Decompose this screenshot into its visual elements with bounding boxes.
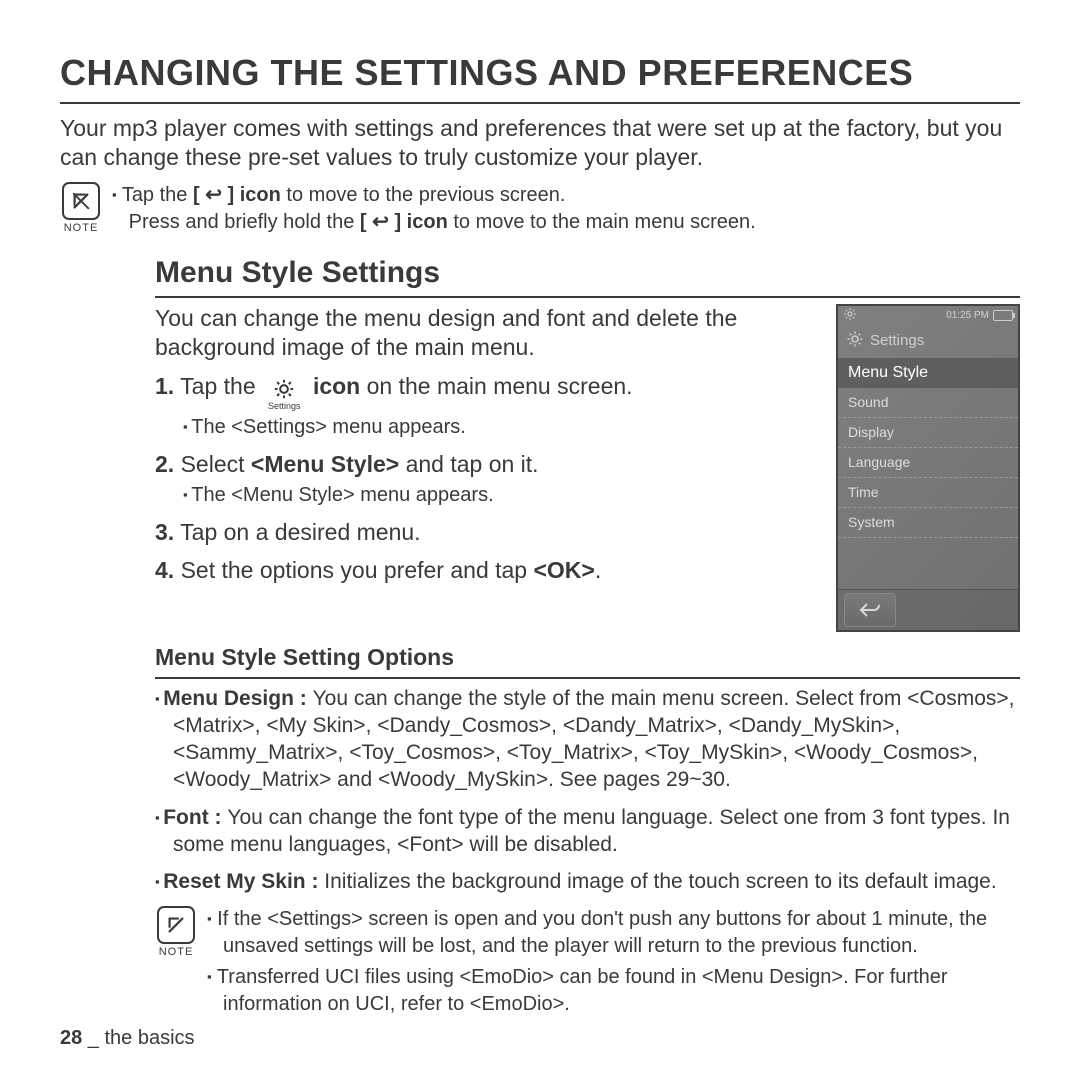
page-footer: 28 _ the basics — [60, 1027, 195, 1050]
note-block-2: NOTE ▪ If the <Settings> screen is open … — [155, 906, 1020, 1018]
step-1: 1. Tap the Settings icon on the main men… — [155, 371, 822, 441]
opt2-label: Font : — [163, 806, 227, 829]
step2-bold: <Menu Style> — [251, 451, 399, 477]
opt2-text: You can change the font type of the menu… — [173, 806, 1010, 856]
step-3: 3. Tap on a desired menu. — [155, 517, 822, 548]
device-item-display[interactable]: Display — [838, 418, 1018, 448]
step2-sub: The <Menu Style> menu appears. — [183, 482, 822, 509]
gear-icon-label: Settings — [268, 400, 301, 412]
note-icon — [62, 182, 100, 220]
section-title: Menu Style Settings — [155, 256, 1020, 298]
device-time: 01:25 PM — [946, 310, 989, 321]
footer-chapter: the basics — [105, 1027, 195, 1049]
device-title: Settings — [870, 332, 924, 349]
option-font: Font : You can change the font type of t… — [155, 804, 1020, 859]
note1-line1-bold: [ ↩ ] icon — [193, 184, 281, 206]
gear-icon — [846, 330, 864, 352]
note2-b1: If the <Settings> screen is open and you… — [217, 908, 987, 957]
note-block-1: NOTE ▪ Tap the [ ↩ ] icon to move to the… — [60, 182, 1020, 236]
option-reset-my-skin: Reset My Skin : Initializes the backgrou… — [155, 868, 1020, 895]
option-menu-design: Menu Design : You can change the style o… — [155, 685, 1020, 794]
note-icon — [157, 906, 195, 944]
step4-post: . — [595, 557, 601, 583]
device-screenshot: 01:25 PM Settings Menu Style Sound Displ… — [836, 304, 1020, 632]
gear-icon — [843, 307, 857, 324]
step1-sub: The <Settings> menu appears. — [183, 414, 822, 441]
step1-post: on the main menu screen. — [367, 373, 633, 399]
opt3-label: Reset My Skin : — [163, 870, 324, 893]
opt3-text: Initializes the background image of the … — [324, 870, 996, 893]
step1-pre: Tap the — [180, 373, 262, 399]
note1-line2-pre: Press and briefly hold the — [129, 211, 360, 233]
page-title: CHANGING THE SETTINGS AND PREFERENCES — [60, 52, 1020, 104]
device-item-time[interactable]: Time — [838, 478, 1018, 508]
battery-icon — [993, 310, 1013, 321]
settings-gear-icon: Settings — [268, 378, 301, 412]
intro-paragraph: Your mp3 player comes with settings and … — [60, 114, 1020, 172]
step4-bold: <OK> — [533, 557, 594, 583]
footer-page-number: 28 — [60, 1027, 82, 1049]
note1-line2-post: to move to the main menu screen. — [448, 211, 756, 233]
opt1-label: Menu Design : — [163, 687, 312, 710]
note1-line1-pre: Tap the — [122, 184, 193, 206]
note1-line1-post: to move to the previous screen. — [281, 184, 566, 206]
step2-pre: Select — [181, 451, 251, 477]
device-item-sound[interactable]: Sound — [838, 388, 1018, 418]
device-item-menu-style[interactable]: Menu Style — [838, 358, 1018, 388]
note-label: NOTE — [64, 222, 99, 234]
step1-bold: icon — [313, 373, 360, 399]
step4-pre: Set the options you prefer and tap — [181, 557, 534, 583]
note-label: NOTE — [159, 946, 194, 958]
options-title: Menu Style Setting Options — [155, 644, 1020, 679]
device-item-system[interactable]: System — [838, 508, 1018, 538]
device-item-language[interactable]: Language — [838, 448, 1018, 478]
section-lead: You can change the menu design and font … — [155, 304, 822, 364]
device-back-button[interactable] — [844, 593, 896, 627]
step3-text: Tap on a desired menu. — [180, 519, 420, 545]
step-4: 4. Set the options you prefer and tap <O… — [155, 555, 822, 586]
footer-sep: _ — [82, 1027, 104, 1049]
step-2: 2. Select <Menu Style> and tap on it. Th… — [155, 449, 822, 509]
step2-post: and tap on it. — [399, 451, 538, 477]
back-icon — [858, 601, 882, 619]
note1-line2-bold: [ ↩ ] icon — [360, 211, 448, 233]
note2-b2: Transferred UCI files using <EmoDio> can… — [217, 966, 948, 1015]
